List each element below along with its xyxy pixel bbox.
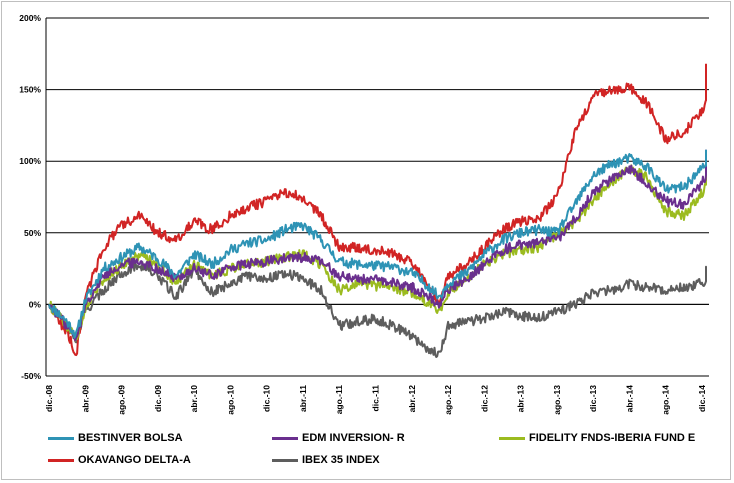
legend-swatch — [48, 436, 74, 440]
x-tick-label: dic.-10 — [262, 385, 272, 412]
x-tick-label: abr.-14 — [624, 385, 634, 413]
y-tick-label: 150% — [19, 85, 41, 95]
y-tick-label: -50% — [21, 371, 41, 381]
x-tick-label: ago.-10 — [225, 385, 235, 415]
legend-item: EDM INVERSION- R — [272, 432, 405, 444]
x-tick-label: ago.-09 — [117, 385, 127, 415]
legend-label: IBEX 35 INDEX — [302, 454, 380, 466]
legend-label: EDM INVERSION- R — [302, 432, 405, 444]
y-tick-label: 100% — [19, 156, 41, 166]
series-line-bestinver-bolsa — [48, 148, 707, 339]
plot-area — [48, 63, 707, 358]
x-tick-label: dic.-13 — [588, 385, 598, 412]
x-tick-label: ago.-14 — [661, 385, 671, 415]
legend-swatch — [499, 436, 525, 440]
legend-swatch — [272, 458, 298, 462]
legend-swatch — [272, 436, 298, 440]
y-tick-label: 200% — [19, 13, 41, 23]
x-tick-label: abr.-13 — [516, 385, 526, 413]
line-chart: -50% 0% 50% 100% 150% 200% dic.-08 abr.-09 ago.… — [19, 13, 709, 415]
x-tick-label: dic.-14 — [697, 385, 707, 412]
legend: BESTINVER BOLSA EDM INVERSION- R FIDELITY … — [2, 428, 734, 478]
legend-item: FIDELITY FNDS-IBERIA FUND E — [499, 432, 695, 444]
legend-label: BESTINVER BOLSA — [78, 432, 183, 444]
y-tick-label: 0% — [29, 299, 42, 309]
legend-item: IBEX 35 INDEX — [272, 454, 380, 466]
x-tick-label: abr.-10 — [189, 385, 199, 413]
y-tick-label: 50% — [24, 228, 41, 238]
x-axis: dic.-08 abr.-09 ago.-09 dic.-09 abr.-10 ago.-… — [44, 18, 709, 415]
x-tick-label: abr.-12 — [407, 385, 417, 413]
legend-swatch — [48, 458, 74, 462]
x-tick-label: abr.-11 — [298, 385, 308, 412]
series-line-ibex-35-index — [48, 261, 707, 358]
legend-item: BESTINVER BOLSA — [48, 432, 183, 444]
y-axis: -50% 0% 50% 100% 150% 200% — [19, 13, 41, 381]
x-tick-label: dic.-09 — [153, 385, 163, 412]
series-line-edm-inversion-r — [48, 149, 707, 342]
x-tick-label: ago.-13 — [552, 385, 562, 415]
x-tick-label: ago.-12 — [443, 385, 453, 415]
x-tick-label: dic.-12 — [479, 385, 489, 412]
x-tick-label: dic.-11 — [371, 385, 381, 412]
legend-item: OKAVANGO DELTA-A — [48, 454, 191, 466]
x-tick-label: abr.-09 — [80, 385, 90, 413]
legend-label: OKAVANGO DELTA-A — [78, 454, 191, 466]
x-tick-label: ago.-11 — [334, 385, 344, 415]
x-tick-label: dic.-08 — [44, 385, 54, 412]
legend-label: FIDELITY FNDS-IBERIA FUND E — [529, 432, 696, 444]
series-line-okavango-delta-a — [48, 63, 707, 357]
